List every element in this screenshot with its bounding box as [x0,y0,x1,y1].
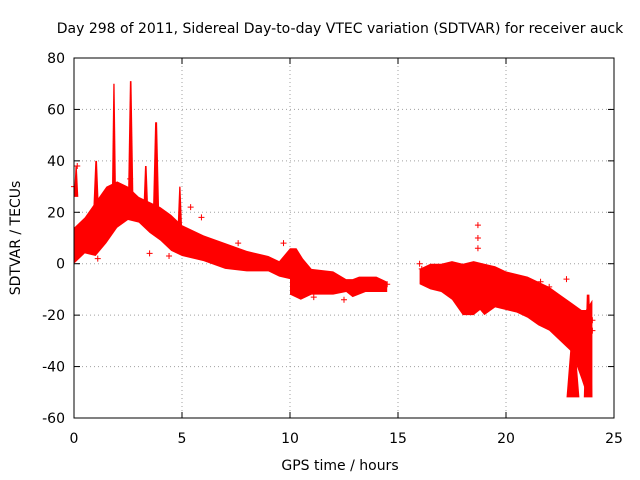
data-spike [111,83,117,202]
data-band-main-band [74,181,388,300]
data-point-marker [341,296,347,303]
y-tick-label: 20 [47,205,65,221]
data-point-marker [418,265,425,272]
data-point-marker [384,281,391,288]
data-spike [152,122,160,218]
data-point-marker [416,260,423,267]
data-point-marker [589,317,596,324]
y-tick-label: -60 [42,411,65,427]
tick-layer: 0 5 10 15 20 25 -60 -40 -20 0 20 40 60 80 [42,51,623,447]
y-tick-label: -40 [42,360,65,376]
x-tick-label: 15 [389,431,407,447]
data-point-marker [474,245,481,252]
y-tick-label: 80 [47,51,65,67]
chart-title: Day 298 of 2011, Sidereal Day-to-day VTE… [57,21,624,37]
data-point-marker [94,255,101,262]
data-point-marker [146,250,153,257]
data-spike [128,81,134,197]
y-axis-label: SDTVAR / TECUs [8,181,24,296]
data-layer [71,81,596,398]
data-point-marker [589,327,596,334]
x-tick-label: 25 [605,431,623,447]
x-tick-label: 20 [497,431,515,447]
data-point-marker [280,240,287,247]
y-tick-label: 40 [47,154,65,170]
grid-layer [74,58,614,418]
x-tick-label: 5 [178,431,187,447]
data-spike [143,166,149,218]
data-spike [566,340,580,398]
data-point-marker [537,278,544,285]
data-point-marker [291,250,298,257]
data-point-marker [572,363,579,370]
x-tick-label: 10 [281,431,299,447]
data-point-marker [474,222,481,229]
data-spike [583,294,593,398]
data-band-right-band [419,261,593,398]
x-axis-label: GPS time / hours [281,458,398,474]
data-point-marker [81,232,88,239]
data-point-marker [198,214,205,221]
data-point-marker [74,163,81,169]
y-tick-label: 0 [56,257,65,273]
x-tick-label: 0 [70,431,79,447]
data-spike [177,186,182,226]
data-point-marker [546,283,553,290]
data-spike [93,160,99,208]
data-point-marker [299,278,306,285]
data-point-marker [166,253,173,259]
data-point-marker [563,276,570,283]
data-spike [74,166,79,197]
data-point-marker [127,175,134,182]
y-tick-label: 60 [47,102,65,118]
data-point-marker [187,204,194,211]
data-point-marker [474,235,481,241]
plot-frame [73,57,615,419]
y-tick-label: -20 [42,308,65,324]
data-point-marker [235,240,242,247]
data-point-marker [310,294,317,301]
